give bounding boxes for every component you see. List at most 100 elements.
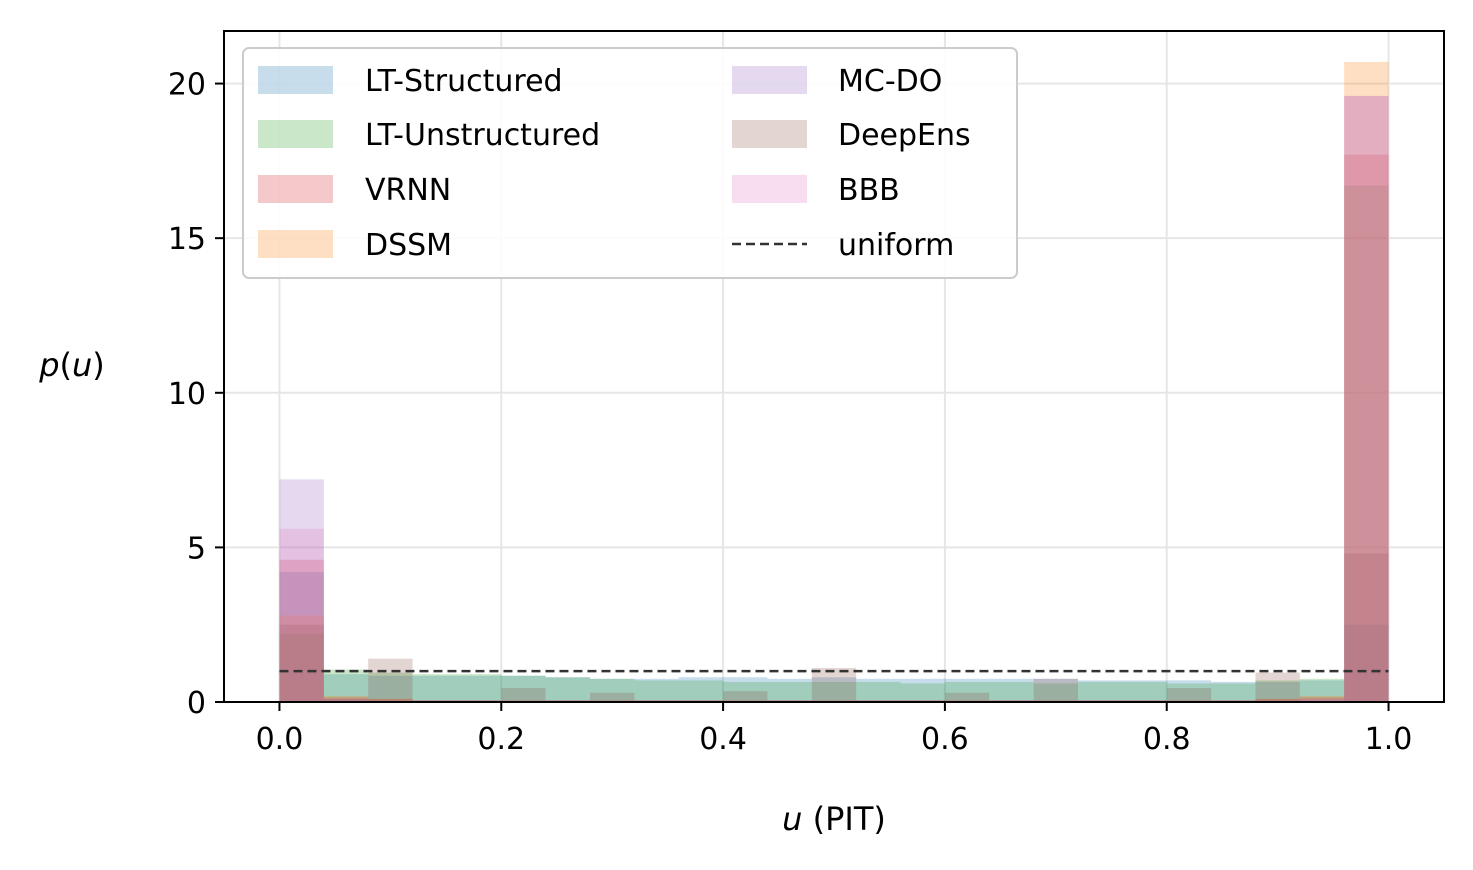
series-mc-do <box>279 95 1389 702</box>
legend-swatch <box>258 120 333 148</box>
legend-label: LT-Unstructured <box>365 118 600 153</box>
histogram-bar <box>1211 681 1256 702</box>
legend-entry: MC-DO <box>732 64 942 99</box>
histogram-bar <box>368 672 413 702</box>
legend-label: LT-Structured <box>365 64 563 99</box>
legend-entry: LT-Unstructured <box>258 118 600 153</box>
histogram-bar <box>1344 185 1389 703</box>
y-tick-label: 0 <box>187 686 206 721</box>
histogram-bar <box>368 675 413 702</box>
legend-swatch <box>258 66 333 94</box>
legend-entry: DSSM <box>258 228 452 263</box>
x-axis-label: u (PIT) <box>782 800 886 838</box>
histogram-bar <box>590 678 635 702</box>
series-vrnn <box>279 154 1389 702</box>
legend-label: BBB <box>838 173 900 208</box>
histogram-bar <box>456 674 502 702</box>
histogram-bar <box>1255 698 1300 702</box>
histogram-bar <box>1344 624 1389 702</box>
legend-swatch <box>258 230 333 258</box>
histogram-bar <box>279 559 324 702</box>
x-tick-label: 0.4 <box>699 722 747 757</box>
legend-label: uniform <box>838 228 954 263</box>
x-tick-label: 0.0 <box>256 722 304 757</box>
histogram-bar <box>279 633 324 702</box>
histogram-bar <box>1344 95 1389 702</box>
legend-label: DSSM <box>365 228 452 263</box>
histogram-bar <box>1033 683 1078 702</box>
legend: LT-Structured LT-Unstructured VRNN DSSM MC-D… <box>242 47 1018 279</box>
histogram-bar <box>1299 698 1345 702</box>
y-axis-label: p(u) <box>38 346 105 384</box>
histogram-bar <box>1255 681 1300 702</box>
series-bbb <box>279 95 1389 702</box>
histogram-bar <box>501 688 546 702</box>
histogram-bar <box>501 675 546 702</box>
histogram-bar <box>368 698 413 702</box>
y-tick-label: 10 <box>168 377 206 412</box>
histogram-bar <box>323 698 369 702</box>
histogram-bar <box>811 677 857 702</box>
histogram-bar <box>723 691 768 702</box>
histogram-bar <box>856 678 901 702</box>
histogram-bar <box>1033 678 1078 702</box>
histogram-bar <box>412 674 457 702</box>
axis-ticks: 0.0 0.2 0.4 0.6 0.8 1.0 0 5 10 15 20 <box>168 68 1413 757</box>
legend-entry: DeepEns <box>732 118 971 153</box>
histogram-bar <box>634 678 679 702</box>
histogram-bar <box>279 572 324 702</box>
histogram-bar <box>1078 680 1123 702</box>
x-tick-label: 0.6 <box>921 722 969 757</box>
histogram-bar <box>368 658 413 702</box>
histogram-bar <box>368 698 413 702</box>
histogram-bar <box>1344 553 1389 702</box>
histogram-bar <box>1122 680 1167 702</box>
legend-entry: BBB <box>732 173 900 208</box>
histogram-bar <box>323 669 369 702</box>
histogram-bar <box>944 681 990 702</box>
legend-swatch <box>732 66 807 94</box>
histogram-bar <box>944 692 990 702</box>
histogram-bar <box>323 698 369 702</box>
histogram-bar <box>279 528 324 702</box>
histogram-bar <box>323 695 369 702</box>
histogram-bar <box>1122 681 1167 702</box>
histogram-bar <box>944 678 990 702</box>
histogram-bar <box>323 698 369 702</box>
x-tick-label: 0.8 <box>1143 722 1191 757</box>
x-tick-label: 1.0 <box>1365 722 1413 757</box>
histogram-bar <box>1299 698 1345 702</box>
histogram-bar <box>767 678 812 702</box>
histogram-bar <box>1166 688 1212 702</box>
legend-label: VRNN <box>365 173 451 208</box>
histogram-bar <box>634 680 679 702</box>
legend-label: DeepEns <box>838 118 971 153</box>
x-tick-label: 0.2 <box>477 722 525 757</box>
histogram-bar <box>856 681 901 702</box>
histogram-bar <box>1344 61 1389 703</box>
histogram-bar <box>1255 680 1300 702</box>
histogram-bar <box>279 624 324 702</box>
histogram-bar <box>279 479 324 702</box>
histogram-bar <box>456 675 502 702</box>
histogram-bar <box>900 683 945 702</box>
histogram-bar <box>1166 680 1212 702</box>
legend-label: MC-DO <box>838 64 942 99</box>
plot-frame <box>223 30 1445 703</box>
histogram-bar <box>1211 683 1256 702</box>
legend-swatch <box>732 120 807 148</box>
histogram-bar <box>1299 678 1345 702</box>
histogram-bar <box>1299 695 1345 702</box>
y-tick-label: 15 <box>168 222 206 257</box>
histogram-bar <box>678 677 724 702</box>
legend-box <box>242 47 1018 279</box>
histogram-bar <box>811 667 857 702</box>
histogram-bar <box>723 681 768 702</box>
histogram-bar <box>723 677 768 702</box>
histogram-bar <box>412 675 457 702</box>
histogram-bar <box>323 697 369 702</box>
histogram-bar <box>989 681 1034 702</box>
legend-swatch <box>732 175 807 203</box>
